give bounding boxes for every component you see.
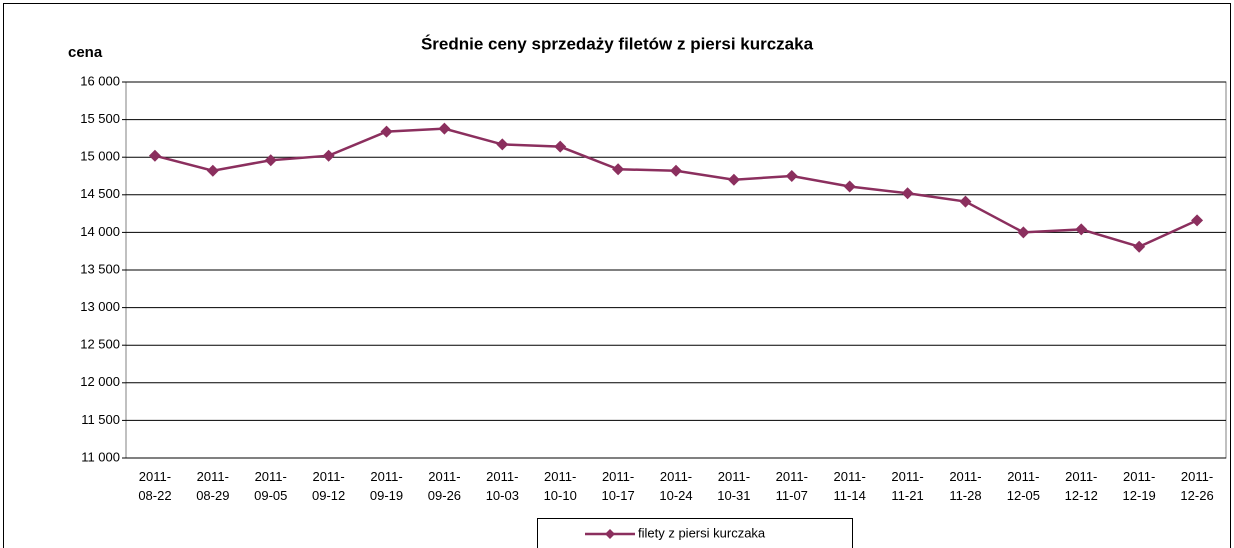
marker (1075, 223, 1088, 236)
x-tick-label: 2011-10-24 (659, 469, 693, 503)
y-tick-label: 12 500 (80, 337, 120, 352)
x-tick-label: 2011-09-26 (427, 469, 462, 503)
x-tick-label: 2011-12-19 (1122, 469, 1156, 503)
x-tick-label: 2011-11-14 (833, 469, 866, 503)
chart-frame (3, 3, 1231, 548)
y-tick-label: 13 000 (80, 299, 120, 314)
x-tick-label: 2011-10-31 (717, 469, 751, 503)
marker (670, 164, 682, 177)
marker (1133, 240, 1146, 253)
marker (438, 122, 451, 135)
legend-marker (605, 529, 615, 539)
marker (206, 164, 219, 177)
y-tick-label: 12 000 (80, 374, 120, 389)
marker (959, 195, 972, 208)
x-tick-label: 2011-11-28 (949, 469, 982, 503)
x-tick-label: 2011-11-07 (775, 469, 808, 503)
marker (785, 170, 798, 182)
y-axis-label: cena (68, 44, 103, 61)
legend-label: filety z piersi kurczaka (638, 525, 766, 540)
marker (380, 125, 393, 138)
y-tick-label: 16 000 (80, 73, 120, 88)
y-tick-label: 14 000 (80, 224, 120, 239)
marker (901, 187, 914, 200)
marker (148, 149, 161, 162)
x-tick-label: 2011-08-22 (138, 469, 172, 503)
marker (322, 149, 335, 162)
x-tick-label: 2011-12-12 (1064, 469, 1098, 503)
marker (1191, 214, 1204, 227)
y-tick-label: 14 500 (80, 186, 120, 201)
marker (612, 163, 625, 176)
x-tick-label: 2011-08-29 (196, 469, 230, 503)
x-tick-label: 2011-10-17 (601, 469, 635, 503)
x-tick-label: 2011-09-19 (369, 469, 404, 503)
y-tick-label: 13 500 (80, 261, 120, 276)
marker (843, 180, 856, 193)
y-tick-label: 11 500 (81, 412, 120, 427)
marker (1017, 226, 1030, 239)
x-tick-label: 2011-10-03 (485, 469, 519, 503)
x-tick-label: 2011-09-05 (254, 469, 288, 503)
x-tick-label: 2011-12-26 (1180, 469, 1214, 503)
marker (264, 154, 277, 167)
x-tick-label: 2011-12-05 (1006, 469, 1040, 503)
y-tick-label: 11 000 (81, 449, 120, 464)
chart-title: Średnie ceny sprzedaży filetów z piersi … (421, 34, 814, 53)
y-tick-label: 15 000 (80, 149, 120, 164)
marker (554, 140, 567, 153)
marker (496, 138, 509, 151)
x-tick-label: 2011-10-10 (543, 469, 577, 503)
x-tick-label: 2011-11-21 (891, 469, 924, 503)
x-tick-label: 2011-09-12 (312, 469, 346, 503)
marker (727, 173, 740, 186)
y-tick-label: 15 500 (80, 111, 120, 126)
